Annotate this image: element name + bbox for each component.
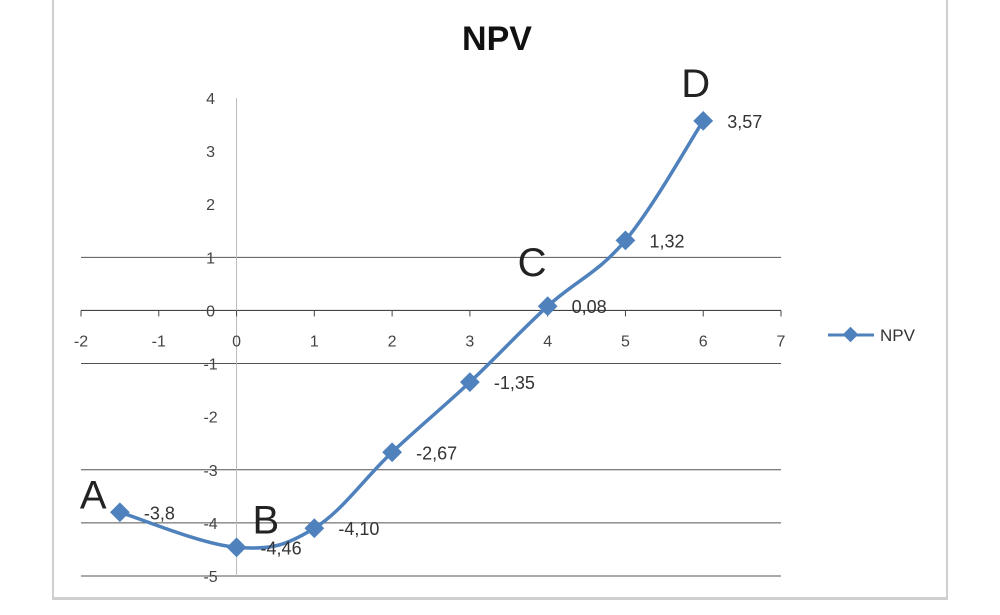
x-tick-label: 0 bbox=[232, 333, 241, 350]
x-tick-label: 3 bbox=[465, 333, 474, 350]
x-tick-label: 2 bbox=[388, 333, 397, 350]
x-tick-label: 7 bbox=[777, 333, 786, 350]
point-annotation-b: B bbox=[253, 498, 280, 542]
data-label: -4,10 bbox=[338, 519, 379, 539]
data-point-marker bbox=[693, 110, 714, 131]
data-point-marker bbox=[537, 296, 558, 317]
data-point-marker bbox=[109, 502, 130, 523]
y-tick-label: 2 bbox=[206, 197, 215, 214]
point-annotation-a: A bbox=[80, 473, 107, 517]
x-tick-label: 6 bbox=[699, 333, 708, 350]
data-label: -2,67 bbox=[416, 443, 457, 463]
point-annotations: A B C D bbox=[80, 62, 710, 542]
series-npv bbox=[109, 110, 714, 558]
y-tick-labels: 4 3 2 1 0 -1 -2 -3 -4 -5 bbox=[203, 91, 217, 586]
legend: NPV bbox=[828, 326, 916, 345]
y-tick-label: 4 bbox=[206, 91, 215, 108]
x-tick-label: 5 bbox=[621, 333, 630, 350]
data-label: -1,35 bbox=[494, 373, 535, 393]
data-point-marker bbox=[459, 372, 480, 393]
data-point-marker bbox=[304, 518, 325, 539]
x-tick-label: 4 bbox=[543, 333, 552, 350]
x-tick-label: -2 bbox=[74, 333, 88, 350]
x-tick-label: 1 bbox=[310, 333, 319, 350]
series-line-npv bbox=[119, 119, 705, 550]
gridlines bbox=[81, 256, 781, 577]
chart-title: NPV bbox=[462, 20, 532, 58]
axes bbox=[80, 98, 782, 576]
data-point-marker bbox=[226, 537, 247, 558]
y-tick-label: 0 bbox=[206, 303, 215, 320]
y-tick-label: -2 bbox=[203, 410, 217, 427]
point-annotation-c: C bbox=[518, 241, 547, 285]
legend-marker bbox=[842, 326, 859, 343]
data-label: -3,8 bbox=[144, 503, 175, 523]
y-tick-label: 1 bbox=[206, 250, 215, 267]
data-label: -4,46 bbox=[261, 538, 302, 558]
y-tick-label: 3 bbox=[206, 144, 215, 161]
legend-label: NPV bbox=[880, 326, 916, 345]
y-tick-label: -4 bbox=[203, 516, 217, 533]
data-label: 3,57 bbox=[727, 112, 762, 132]
chart-frame bbox=[52, 0, 948, 600]
x-tick-label: -1 bbox=[152, 333, 166, 350]
data-label: 1,32 bbox=[649, 231, 684, 251]
y-tick-label: -3 bbox=[203, 463, 217, 480]
point-annotation-d: D bbox=[681, 62, 710, 106]
y-tick-label: -5 bbox=[203, 569, 217, 586]
x-tick-labels: -2 -1 0 1 2 3 4 5 6 7 bbox=[74, 333, 786, 350]
data-labels: -3,8 -4,46 -4,10 -2,67 -1,35 0,08 1,32 3,57 bbox=[144, 112, 762, 558]
data-label: 0,08 bbox=[572, 297, 607, 317]
data-point-marker bbox=[382, 442, 403, 463]
y-tick-label: -1 bbox=[203, 357, 217, 374]
